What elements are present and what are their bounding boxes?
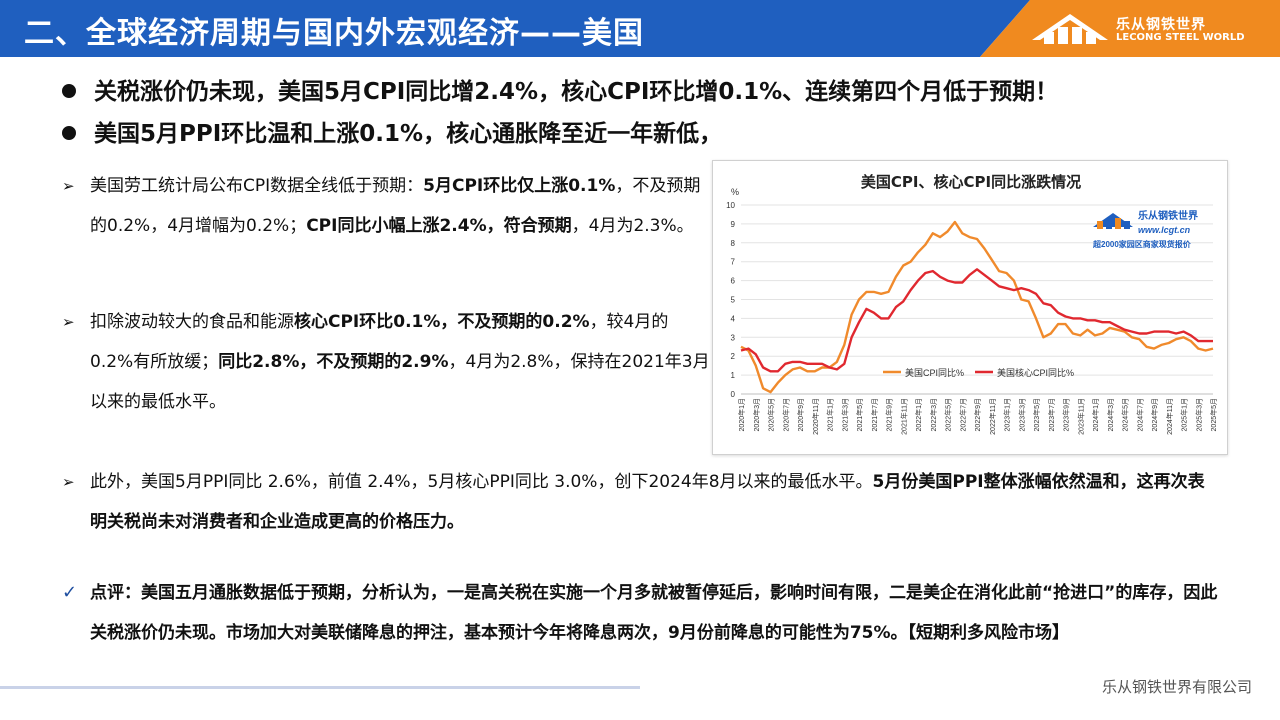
text-segment: 扣除波动较大的食品和能源	[90, 312, 294, 332]
logo-text-en: LECONG STEEL WORLD	[1116, 32, 1245, 43]
header-bar: 二、全球经济周期与国内外宏观经济——美国 乐从钢铁世界 LECONG STEEL…	[0, 0, 1280, 57]
text-emphasis: 同比2.8%，不及预期的2.9%	[218, 352, 449, 372]
logo-text-cn: 乐从钢铁世界	[1116, 17, 1206, 33]
chart-canvas: % 0 1 2 3 4 5 6 7 8 9 10 2020年1月 2020年3月 2020年5月 2020年7…	[726, 187, 1218, 435]
checkmark-icon: ✓	[62, 582, 78, 603]
accent-strip	[980, 0, 1280, 57]
x-tick-label: 2021年1月	[826, 398, 835, 431]
x-tick-label: 2025年1月	[1180, 398, 1189, 431]
text-emphasis: 5月CPI环比仅上涨0.1%	[423, 176, 616, 196]
y-tick-label: 4	[731, 314, 736, 323]
logo-mark-icon	[1032, 14, 1108, 44]
x-tick-label: 2022年9月	[973, 398, 982, 431]
company-logo: 乐从钢铁世界 LECONG STEEL WORLD	[1030, 8, 1270, 50]
x-tick-label: 2023年9月	[1062, 398, 1071, 431]
chart-title: 美国CPI、核心CPI同比涨跌情况	[860, 173, 1082, 191]
x-tick-label: 2023年3月	[1017, 398, 1026, 431]
paragraph-ppi: ➢ 此外，美国5月PPI同比 2.6%，前值 2.4%，5月核心PPI同比 3.…	[62, 462, 1210, 542]
y-axis-unit: %	[731, 187, 739, 197]
headline-text-2: 美国5月PPI环比温和上涨0.1%，核心通胀降至近一年新低，	[94, 121, 723, 147]
paragraph-cpi: ➢ 美国劳工统计局公布CPI数据全线低于预期：5月CPI环比仅上涨0.1%，不及…	[62, 166, 710, 246]
x-tick-label: 2021年5月	[855, 398, 864, 431]
y-tick-label: 9	[731, 220, 736, 229]
headline-bullet-1: 关税涨价仍未现，美国5月CPI同比增2.4%，核心CPI环比增0.1%、连续第四…	[62, 72, 1058, 106]
x-tick-label: 2021年3月	[840, 398, 849, 431]
y-tick-label: 8	[731, 239, 736, 248]
x-tick-label: 2020年3月	[752, 398, 761, 431]
x-tick-label: 2022年1月	[914, 398, 923, 431]
x-tick-label: 2020年5月	[767, 398, 776, 431]
y-tick-label: 5	[731, 296, 736, 305]
footer-company: 乐从钢铁世界有限公司	[1101, 678, 1252, 696]
x-tick-label: 2023年1月	[1003, 398, 1012, 431]
bullet-dot-icon	[62, 83, 76, 98]
x-tick-label: 2024年7月	[1135, 398, 1144, 431]
y-tick-label: 0	[731, 390, 736, 399]
text-segment: 此外，美国5月PPI同比 2.6%，前值 2.4%，5月核心PPI同比 3.0%…	[90, 472, 873, 492]
x-tick-label: 2023年11月	[1076, 398, 1085, 435]
x-tick-label: 2022年11月	[988, 398, 997, 435]
watermark-url: www.lcgt.cn	[1138, 225, 1191, 235]
x-tick-label: 2021年7月	[870, 398, 879, 431]
y-tick-label: 2	[731, 352, 736, 361]
x-tick-label: 2023年7月	[1047, 398, 1056, 431]
x-tick-label: 2020年7月	[781, 398, 790, 431]
text-segment: ，不及预期的0.2%，4月增幅为0.2%；	[90, 176, 701, 236]
x-tick-label: 2020年11月	[811, 398, 820, 435]
x-tick-label: 2020年9月	[796, 398, 805, 431]
text-emphasis: 核心CPI环比0.1%，不及预期的0.2%	[294, 312, 590, 332]
x-tick-label: 2023年5月	[1032, 398, 1041, 431]
bullet-dot-icon	[62, 125, 76, 140]
y-tick-label: 3	[731, 333, 736, 342]
text-segment: ，4月为2.3%。	[571, 216, 694, 236]
watermark-note: 超2000家园区商家现货报价	[1092, 239, 1192, 249]
x-tick-label: 2021年9月	[885, 398, 894, 431]
watermark-name: 乐从钢铁世界	[1138, 209, 1198, 222]
legend-label: 美国CPI同比%	[905, 367, 964, 378]
paragraph-commentary: ✓ 点评：美国五月通胀数据低于预期，分析认为，一是高关税在实施一个月多就被暂停延…	[62, 573, 1220, 653]
text-segment: ，较4月的0.2%有所放缓；	[90, 312, 669, 372]
text-emphasis: CPI同比小幅上涨2.4%，符合预期	[306, 216, 572, 236]
x-tick-label: 2025年5月	[1209, 398, 1218, 431]
y-tick-label: 6	[731, 277, 736, 286]
x-tick-label: 2024年9月	[1150, 398, 1159, 431]
headline-text-1: 关税涨价仍未现，美国5月CPI同比增2.4%，核心CPI环比增0.1%、连续第四…	[94, 79, 1059, 105]
x-tick-label: 2021年11月	[899, 398, 908, 435]
watermark-logo-icon	[1093, 213, 1133, 229]
x-tick-label: 2020年1月	[737, 398, 746, 431]
page-title: 二、全球经济周期与国内外宏观经济——美国	[24, 16, 644, 51]
legend-label: 美国核心CPI同比%	[997, 367, 1074, 378]
x-tick-label: 2024年11月	[1165, 398, 1174, 435]
text-emphasis: 5月份美国PPI整体涨幅依然温和，这再次表明关税尚未对消费者和企业造成更高的价格…	[90, 472, 1205, 532]
chart-watermark	[1093, 213, 1133, 229]
x-tick-label: 2024年5月	[1121, 398, 1130, 431]
y-tick-label: 7	[731, 258, 736, 267]
y-tick-label: 10	[726, 201, 735, 210]
series-line-1	[740, 268, 1213, 373]
arrow-bullet-icon: ➢	[62, 177, 75, 195]
x-tick-label: 2024年3月	[1106, 398, 1115, 431]
x-tick-label: 2022年5月	[944, 398, 953, 431]
arrow-bullet-icon: ➢	[62, 473, 75, 491]
x-tick-label: 2022年7月	[958, 398, 967, 431]
text-segment: ，4月为2.8%，保持在2021年3月以来的最低水平。	[90, 352, 710, 412]
text-segment: 美国劳工统计局公布CPI数据全线低于预期：	[90, 176, 424, 196]
title-background	[0, 0, 1030, 57]
commentary-text: 点评：美国五月通胀数据低于预期，分析认为，一是高关税在实施一个月多就被暂停延后，…	[90, 583, 1218, 643]
headline-bullet-2: 美国5月PPI环比温和上涨0.1%，核心通胀降至近一年新低，	[62, 114, 722, 148]
cpi-chart: 美国CPI、核心CPI同比涨跌情况 % 0 1 2 3 4 5 6 7 8 9 10 2020年1月 20…	[712, 160, 1228, 455]
x-tick-label: 2025年3月	[1194, 398, 1203, 431]
footer-divider	[0, 686, 640, 689]
paragraph-core-cpi: ➢ 扣除波动较大的食品和能源核心CPI环比0.1%，不及预期的0.2%，较4月的…	[62, 302, 710, 422]
x-tick-label: 2024年1月	[1091, 398, 1100, 431]
x-tick-label: 2022年3月	[929, 398, 938, 431]
arrow-bullet-icon: ➢	[62, 313, 75, 331]
y-tick-label: 1	[731, 371, 736, 380]
series-line-0	[740, 220, 1214, 394]
